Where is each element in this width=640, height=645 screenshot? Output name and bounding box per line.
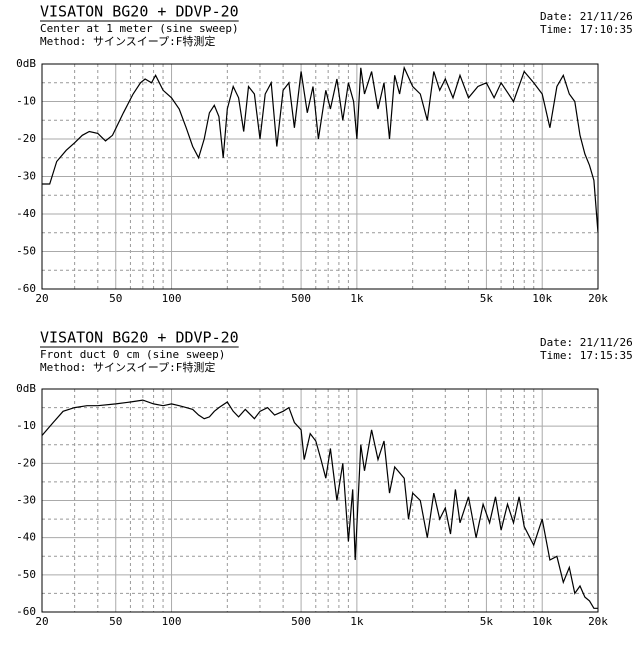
x-tick-label: 20k [588, 615, 608, 628]
plot-frame [41, 63, 599, 290]
x-tick-label: 5k [480, 292, 494, 305]
x-tick-label: 20k [588, 292, 608, 305]
x-tick-label: 50 [109, 292, 122, 305]
x-tick-label: 20 [35, 292, 48, 305]
y-tick-label: -30 [16, 170, 36, 183]
y-tick-label: -10 [16, 95, 36, 108]
y-tick-label: -10 [16, 419, 36, 432]
y-tick-label: -50 [16, 245, 36, 258]
y-tick-label: 0dB [16, 382, 36, 395]
x-tick-label: 1k [350, 292, 364, 305]
time: Time: 17:10:35 [540, 23, 633, 36]
x-tick-label: 100 [162, 292, 182, 305]
x-tick-label: 10k [532, 615, 552, 628]
method: Method: サインスイープ:F特測定 [40, 360, 215, 374]
response-line [42, 65, 599, 233]
x-tick-label: 50 [109, 615, 122, 628]
chart-title: VISATON BG20 + DDVP-20 [40, 329, 239, 347]
y-tick-label: -40 [16, 531, 36, 544]
subtitle: Front duct 0 cm (sine sweep) [40, 348, 225, 361]
x-tick-label: 5k [480, 615, 494, 628]
y-tick-label: 0dB [16, 57, 36, 70]
y-tick-label: -20 [16, 132, 36, 145]
x-tick-label: 100 [162, 615, 182, 628]
subtitle: Center at 1 meter (sine sweep) [40, 22, 239, 35]
x-tick-label: 500 [291, 292, 311, 305]
y-tick-label: -60 [16, 282, 36, 295]
x-tick-label: 10k [532, 292, 552, 305]
response-line [41, 399, 598, 609]
x-tick-label: 500 [291, 615, 311, 628]
y-tick-label: -40 [16, 207, 36, 220]
y-tick-label: -60 [16, 605, 36, 618]
x-tick-label: 1k [350, 615, 364, 628]
date: Date: 21/11/26 [540, 336, 633, 349]
y-tick-label: -30 [16, 494, 36, 507]
time: Time: 17:15:35 [540, 349, 633, 362]
date: Date: 21/11/26 [540, 10, 633, 23]
plot-frame [41, 388, 599, 613]
y-tick-label: -20 [16, 456, 36, 469]
x-tick-label: 20 [35, 615, 48, 628]
y-tick-label: -50 [16, 568, 36, 581]
method: Method: サインスイープ:F特測定 [40, 34, 215, 48]
chart-title: VISATON BG20 + DDVP-20 [40, 3, 239, 21]
